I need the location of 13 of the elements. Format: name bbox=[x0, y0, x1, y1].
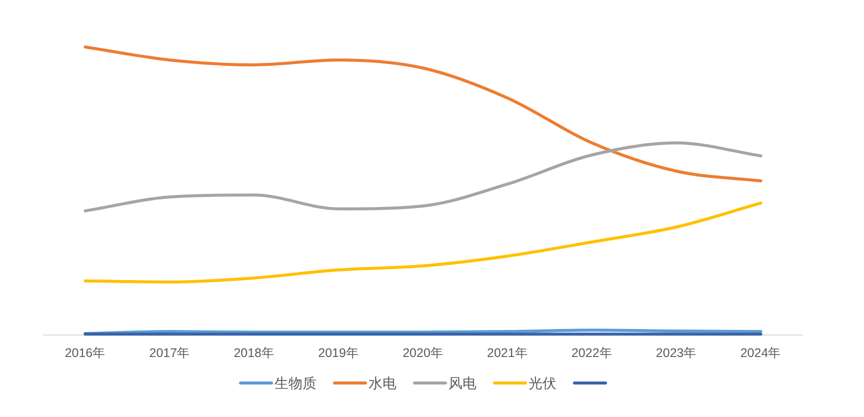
legend-label: 光伏 bbox=[528, 375, 556, 391]
x-tick-label: 2018年 bbox=[234, 346, 275, 360]
x-tick-label: 2024年 bbox=[740, 346, 782, 360]
x-tick-label: 2022年 bbox=[571, 346, 612, 360]
x-tick-label: 2016年 bbox=[64, 346, 106, 360]
legend-label: 水电 bbox=[368, 375, 396, 391]
legend-label: 风电 bbox=[448, 375, 476, 391]
x-tick-label: 2019年 bbox=[318, 346, 359, 360]
x-tick-label: 2020年 bbox=[402, 346, 444, 360]
legend-label: 生物质 bbox=[274, 375, 316, 391]
x-tick-label: 2021年 bbox=[487, 346, 528, 360]
x-tick-label: 2023年 bbox=[656, 346, 697, 360]
x-tick-label: 2017年 bbox=[149, 346, 190, 360]
